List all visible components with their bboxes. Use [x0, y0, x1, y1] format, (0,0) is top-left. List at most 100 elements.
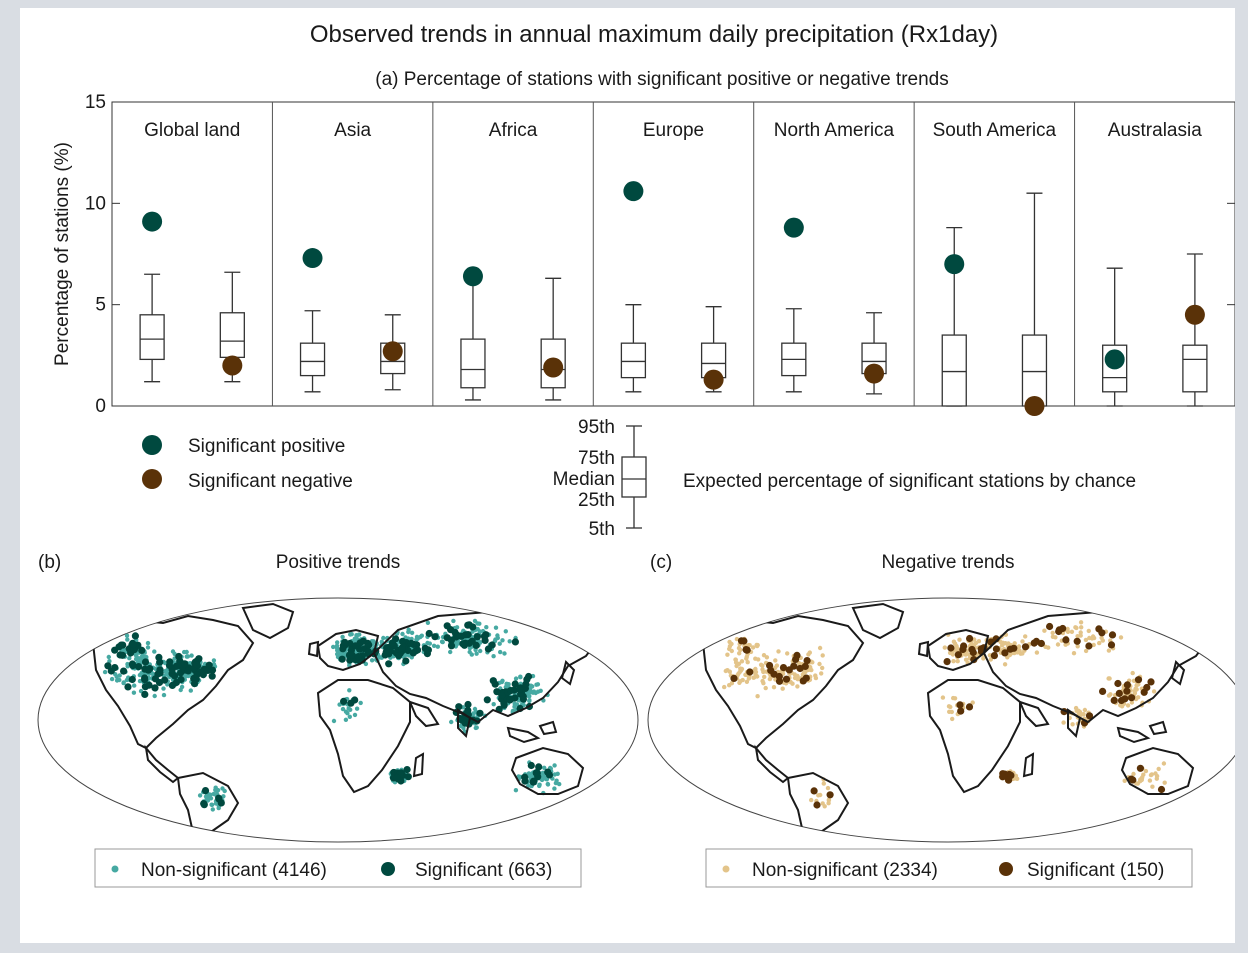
station-nonsignificant [127, 656, 132, 661]
station-nonsignificant [1071, 651, 1077, 656]
station-nonsignificant [743, 672, 748, 677]
station-significant [954, 651, 963, 659]
station-nonsignificant [1122, 778, 1127, 783]
observed-points [142, 181, 1205, 416]
panel-c-title: Negative trends [881, 552, 1014, 573]
station-significant [464, 621, 472, 629]
figure: Observed trends in annual maximum daily … [20, 8, 1248, 943]
box-iqr [620, 342, 647, 379]
station-significant [968, 645, 976, 654]
station-nonsignificant [746, 676, 752, 681]
station-nonsignificant [1078, 620, 1084, 625]
plot-frame [111, 101, 1236, 407]
station-significant [483, 696, 491, 704]
station-significant [523, 675, 531, 684]
station-significant [1046, 622, 1054, 631]
station-nonsignificant [491, 702, 496, 707]
region-label: Australasia [1108, 120, 1202, 141]
station-nonsignificant [1131, 771, 1136, 777]
station-nonsignificant [537, 783, 542, 789]
station-significant [190, 680, 199, 688]
map-b-legend-sig-marker [381, 862, 395, 876]
station-significant [484, 645, 492, 653]
station-significant [790, 662, 798, 670]
box-iqr [460, 338, 486, 389]
station-nonsignificant [1083, 648, 1089, 654]
station-nonsignificant [780, 686, 785, 691]
station-nonsignificant [1016, 645, 1021, 650]
station-significant [957, 707, 965, 715]
station-nonsignificant [467, 649, 472, 655]
station-nonsignificant [513, 788, 519, 793]
station-nonsignificant [820, 665, 825, 671]
panel-a-legend: Significant positive Significant negativ… [142, 417, 1136, 540]
station-nonsignificant [498, 649, 503, 655]
station-significant [340, 697, 348, 706]
key-label-25th: 25th [578, 490, 615, 511]
station-nonsignificant [1118, 635, 1124, 640]
station-nonsignificant [817, 661, 822, 667]
station-nonsignificant [1136, 695, 1141, 700]
station-significant [141, 658, 150, 666]
station-significant [977, 645, 985, 653]
station-nonsignificant [503, 629, 508, 634]
panel-b-label: (b) [38, 552, 61, 573]
station-significant [464, 706, 472, 715]
station-nonsignificant [379, 639, 384, 644]
station-significant [999, 773, 1007, 781]
station-nonsignificant [542, 765, 547, 770]
station-nonsignificant [1091, 635, 1097, 641]
station-significant [1123, 681, 1131, 689]
station-significant [990, 652, 999, 660]
station-nonsignificant [1083, 637, 1089, 643]
station-significant [500, 701, 508, 709]
station-nonsignificant [152, 649, 157, 654]
station-significant [1062, 636, 1070, 644]
observed-positive-point [944, 254, 965, 275]
station-nonsignificant [1151, 689, 1157, 694]
station-nonsignificant [500, 678, 505, 683]
station-significant [447, 642, 456, 650]
station-significant [338, 655, 346, 663]
station-nonsignificant [826, 798, 832, 803]
station-significant [155, 653, 163, 662]
station-significant [1099, 687, 1107, 696]
station-significant [208, 672, 216, 680]
station-nonsignificant [1106, 648, 1112, 653]
station-nonsignificant [948, 704, 953, 710]
station-nonsignificant [475, 626, 480, 632]
station-significant [393, 774, 401, 782]
station-nonsignificant [1053, 635, 1058, 640]
station-nonsignificant [106, 654, 112, 660]
station-nonsignificant [727, 646, 732, 652]
station-nonsignificant [125, 637, 130, 642]
station-nonsignificant [940, 695, 946, 700]
station-significant [767, 666, 775, 675]
station-significant [1085, 642, 1093, 650]
y-tick-label: 5 [95, 295, 106, 316]
station-nonsignificant [1065, 626, 1070, 632]
station-nonsignificant [137, 656, 142, 661]
station-significant [354, 653, 362, 661]
map-c-legend-sig-label: Significant (150) [1027, 860, 1164, 881]
station-nonsignificant [1150, 784, 1155, 789]
map-b-legend-sig-label: Significant (663) [415, 860, 552, 881]
station-significant [959, 645, 967, 654]
panel-b-title: Positive trends [276, 552, 401, 573]
station-nonsignificant [348, 707, 353, 712]
station-nonsignificant [1079, 625, 1084, 630]
station-nonsignificant [1074, 625, 1079, 631]
station-nonsignificant [102, 669, 108, 675]
station-significant [398, 644, 406, 652]
station-nonsignificant [1078, 633, 1083, 638]
station-nonsignificant [1161, 761, 1167, 766]
map-b-legend-nonsig-label: Non-significant (4146) [141, 860, 327, 881]
station-significant [424, 646, 432, 654]
station-nonsignificant [1078, 630, 1083, 635]
station-nonsignificant [1015, 650, 1020, 655]
observed-negative-point [382, 341, 403, 362]
station-nonsignificant [809, 797, 814, 803]
station-nonsignificant [510, 708, 516, 714]
station-significant [746, 668, 754, 676]
station-nonsignificant [131, 690, 137, 695]
